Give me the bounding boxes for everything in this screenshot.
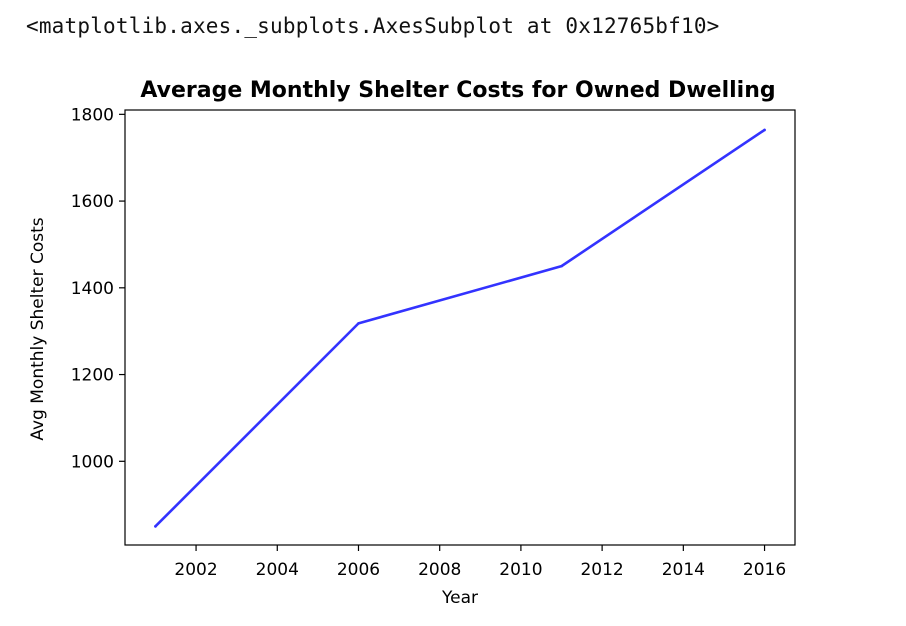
y-axis-label: Avg Monthly Shelter Costs [28,217,48,440]
plot-area [154,128,766,528]
y-tick-label: 1200 [71,366,114,386]
x-tick-label: 2002 [174,560,217,580]
y-tick-label: 1400 [71,279,114,299]
x-axis-label: Year [441,588,478,608]
y-axis: 1000 1200 1400 1600 1800 [71,105,125,472]
x-tick-label: 2016 [743,560,786,580]
y-tick-label: 1800 [71,105,114,125]
x-tick-label: 2006 [337,560,380,580]
x-tick-label: 2014 [662,560,705,580]
x-tick-label: 2008 [418,560,461,580]
chart-title: Average Monthly Shelter Costs for Owned … [140,78,775,103]
x-tick-label: 2010 [499,560,542,580]
x-axis: 2002 2004 2006 2008 2010 2012 2014 2016 [174,545,786,580]
data-point [763,128,766,132]
x-tick-label: 2004 [256,560,299,580]
y-tick-label: 1600 [71,192,114,212]
data-point [357,322,360,325]
x-tick-label: 2012 [580,560,623,580]
data-point [154,525,157,528]
output-repr-text: <matplotlib.axes._subplots.AxesSubplot a… [26,14,720,38]
y-tick-label: 1000 [71,452,114,472]
series-line [154,128,766,528]
data-point [560,264,563,268]
axes-frame [124,109,796,546]
